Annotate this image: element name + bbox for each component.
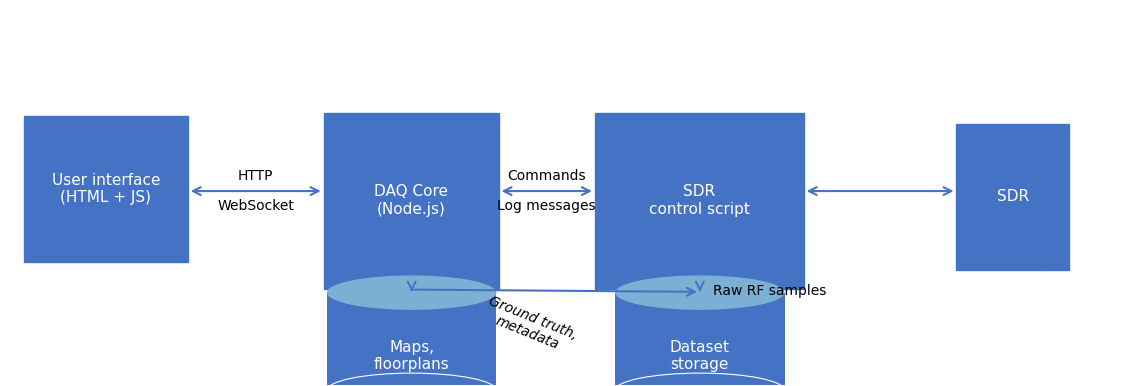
Ellipse shape xyxy=(327,373,496,386)
FancyBboxPatch shape xyxy=(956,124,1070,270)
Text: Commands: Commands xyxy=(508,169,586,183)
FancyBboxPatch shape xyxy=(24,116,188,262)
Polygon shape xyxy=(615,293,785,386)
Ellipse shape xyxy=(327,275,496,310)
Ellipse shape xyxy=(615,373,785,386)
Text: DAQ Core
(Node.js): DAQ Core (Node.js) xyxy=(374,185,448,217)
Text: Log messages: Log messages xyxy=(497,199,596,213)
Ellipse shape xyxy=(615,275,785,310)
Text: Ground truth,
metadata: Ground truth, metadata xyxy=(482,294,580,357)
Text: SDR: SDR xyxy=(997,189,1029,204)
Text: HTTP: HTTP xyxy=(238,169,273,183)
Text: User interface
(HTML + JS): User interface (HTML + JS) xyxy=(52,173,160,205)
Text: Maps,
floorplans: Maps, floorplans xyxy=(374,340,450,372)
Text: Raw RF samples: Raw RF samples xyxy=(714,284,827,298)
Text: WebSocket: WebSocket xyxy=(218,199,295,213)
Polygon shape xyxy=(327,293,496,386)
FancyBboxPatch shape xyxy=(324,113,499,289)
Text: Dataset
storage: Dataset storage xyxy=(670,340,730,372)
FancyBboxPatch shape xyxy=(595,113,803,289)
Text: SDR
control script: SDR control script xyxy=(649,185,750,217)
